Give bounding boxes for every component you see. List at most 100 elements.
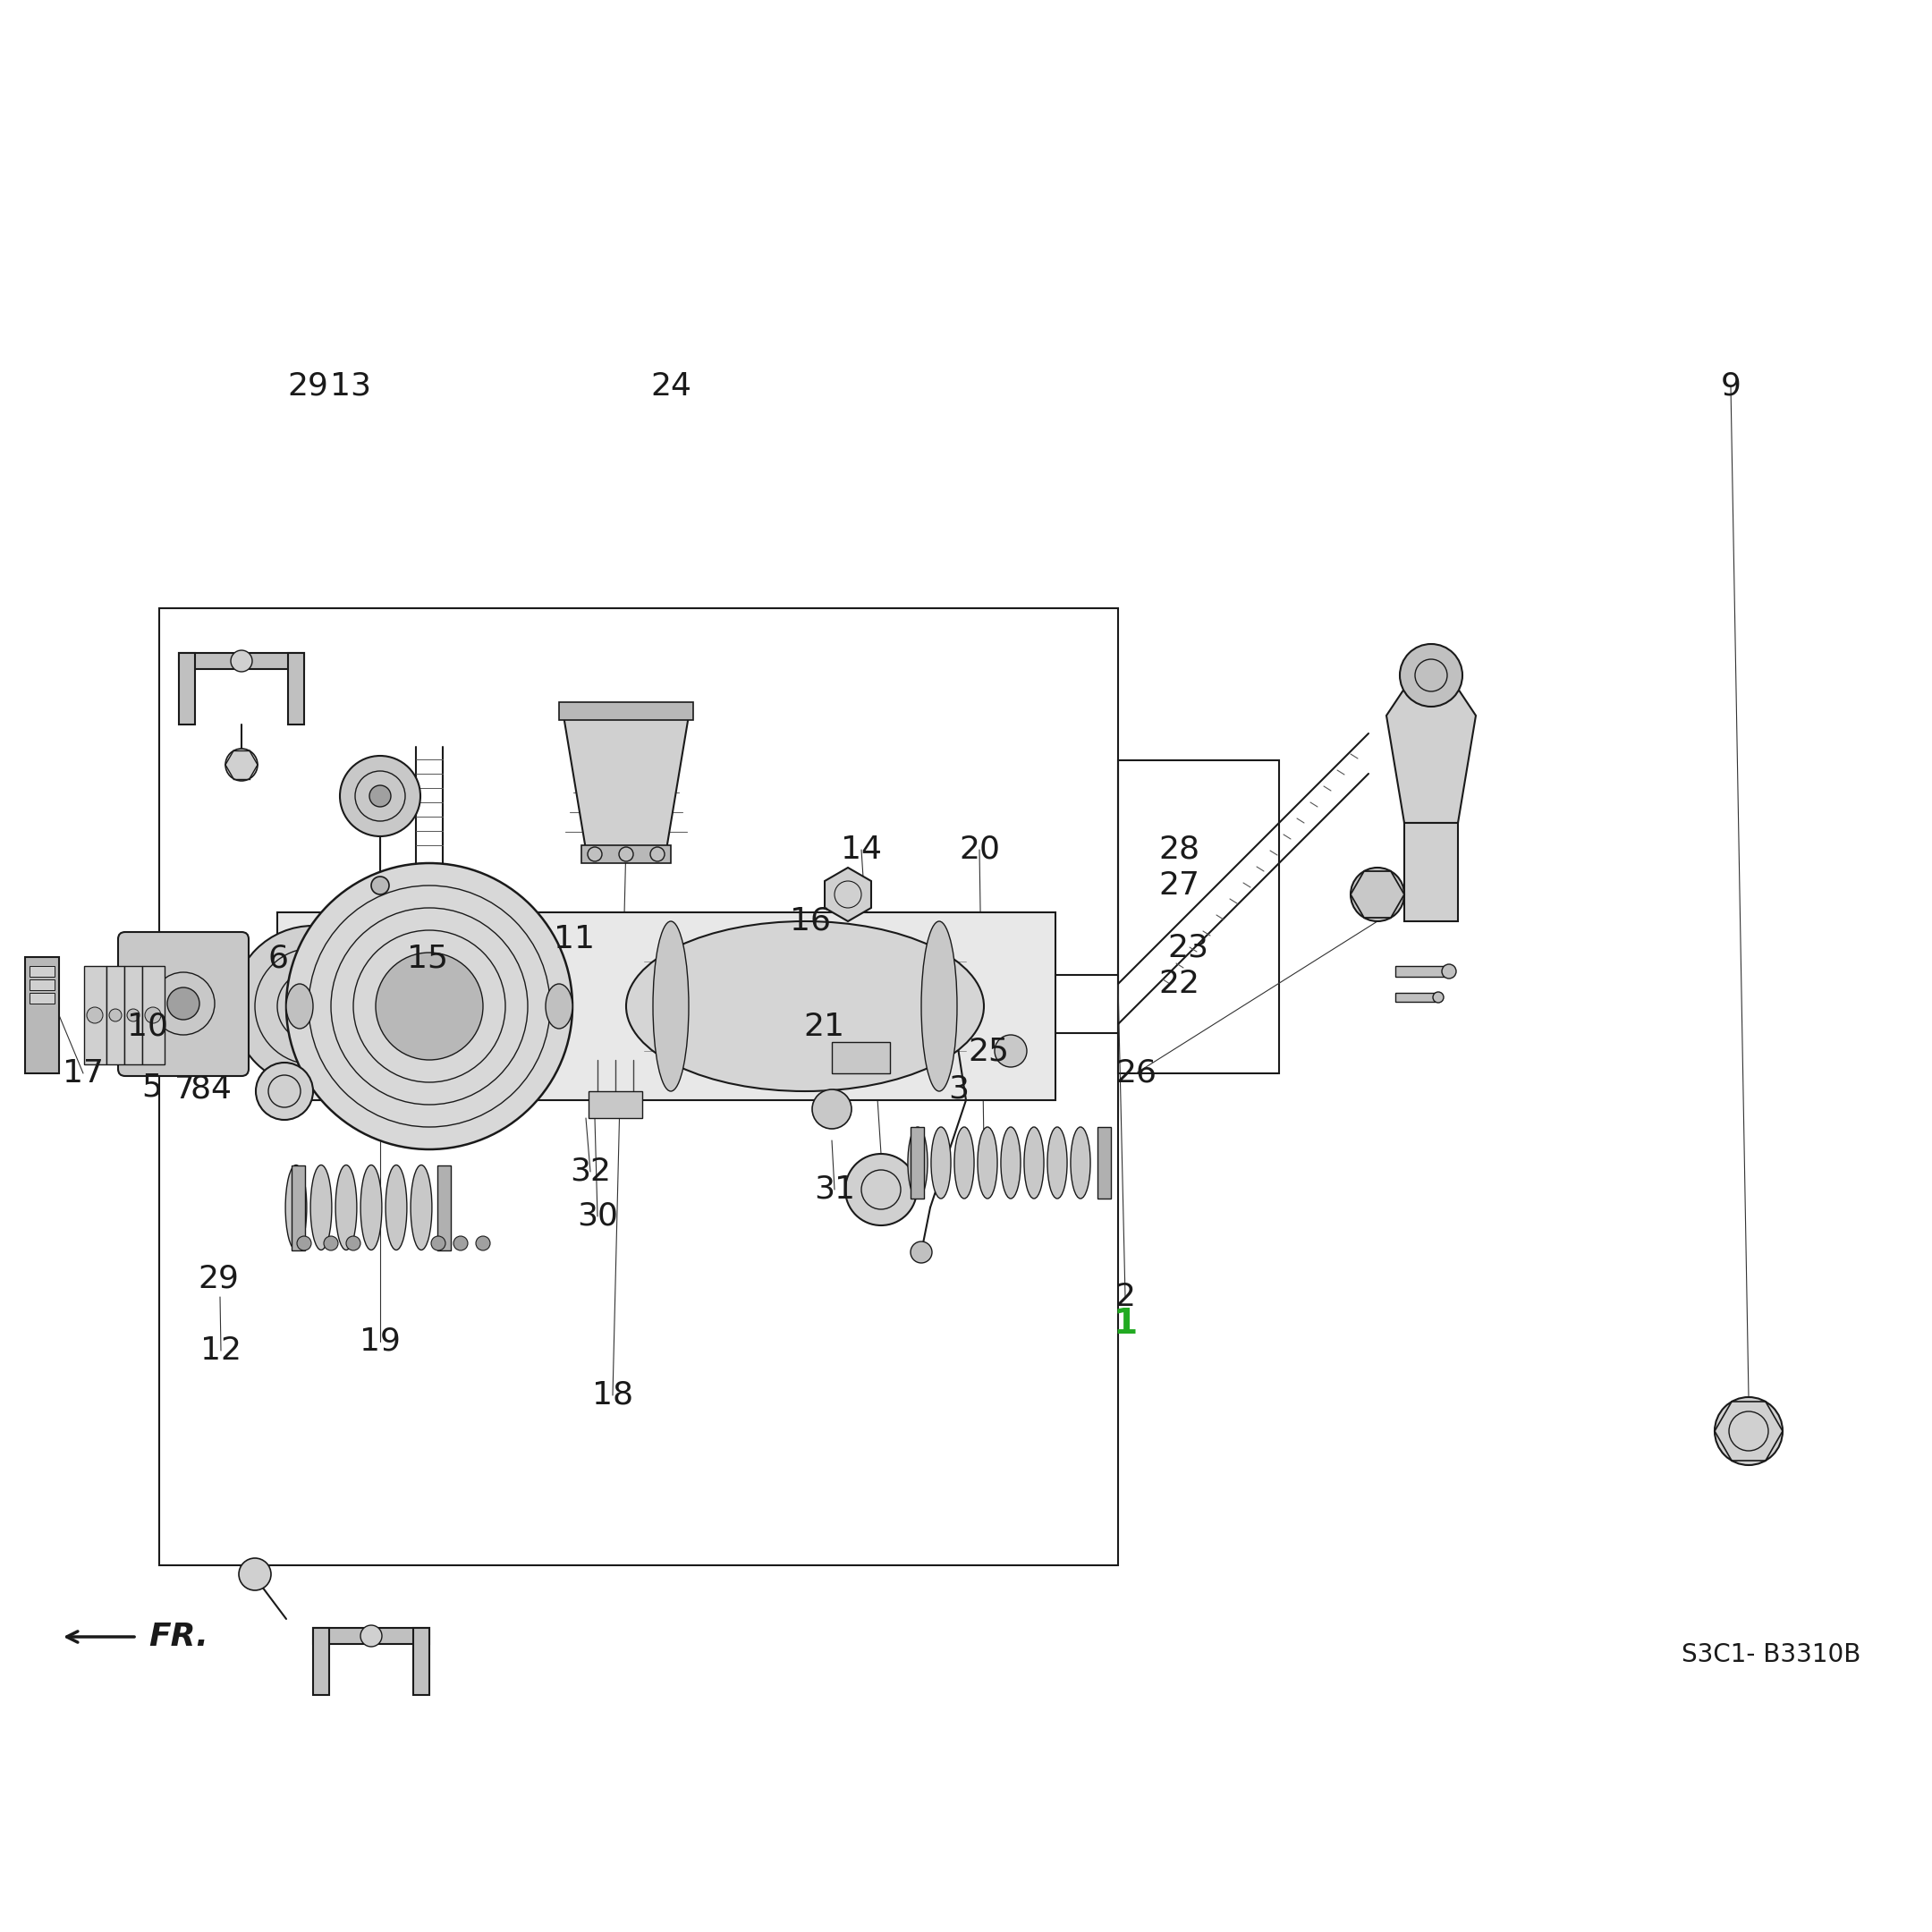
Ellipse shape: [1070, 1126, 1090, 1198]
Circle shape: [431, 1236, 446, 1250]
Text: 28: 28: [1159, 835, 1200, 866]
Bar: [180, 653, 303, 668]
Text: S3C1- B3310B: S3C1- B3310B: [1681, 1642, 1861, 1667]
Bar: [25, 956, 60, 1074]
Text: 1: 1: [1113, 1306, 1138, 1341]
Text: 5: 5: [141, 1072, 162, 1101]
Text: 30: 30: [578, 1202, 618, 1233]
Circle shape: [1350, 867, 1405, 922]
Text: 31: 31: [813, 1175, 856, 1206]
Circle shape: [1441, 964, 1457, 978]
Ellipse shape: [361, 1165, 383, 1250]
Text: 27: 27: [1159, 869, 1200, 900]
Circle shape: [910, 1242, 931, 1264]
Bar: [833, 1041, 891, 1074]
Bar: [29, 993, 54, 1003]
Bar: [143, 966, 164, 1065]
Text: 10: 10: [128, 1012, 168, 1041]
Circle shape: [240, 1557, 270, 1590]
Bar: [582, 846, 670, 864]
Circle shape: [1401, 643, 1463, 707]
Text: 17: 17: [62, 1059, 104, 1088]
Bar: [278, 912, 1055, 1099]
Circle shape: [128, 1009, 139, 1022]
Circle shape: [995, 1036, 1026, 1066]
Circle shape: [369, 784, 390, 808]
Circle shape: [145, 1007, 160, 1024]
Circle shape: [1716, 1397, 1783, 1464]
Text: 13: 13: [330, 371, 371, 402]
Text: 19: 19: [359, 1327, 400, 1356]
Circle shape: [298, 1236, 311, 1250]
Circle shape: [232, 925, 394, 1086]
Circle shape: [108, 1009, 122, 1022]
Text: 24: 24: [651, 371, 692, 402]
Text: 15: 15: [408, 943, 448, 974]
Text: 32: 32: [570, 1157, 611, 1186]
Bar: [313, 1629, 429, 1644]
Ellipse shape: [336, 1165, 357, 1250]
Circle shape: [1434, 991, 1443, 1003]
Bar: [106, 966, 124, 1065]
Bar: [1395, 966, 1445, 978]
Circle shape: [298, 989, 328, 1022]
Text: 2: 2: [1115, 1281, 1136, 1312]
Circle shape: [325, 1236, 338, 1250]
Polygon shape: [1387, 688, 1476, 823]
Ellipse shape: [1001, 1126, 1020, 1198]
Ellipse shape: [954, 1126, 974, 1198]
Polygon shape: [1350, 871, 1405, 918]
Bar: [313, 1629, 328, 1694]
Bar: [910, 1126, 923, 1198]
Circle shape: [618, 846, 634, 862]
Ellipse shape: [1024, 1126, 1043, 1198]
Circle shape: [361, 1625, 383, 1646]
Text: 18: 18: [591, 1379, 634, 1410]
Bar: [85, 966, 106, 1065]
Circle shape: [375, 952, 483, 1061]
Text: 8: 8: [189, 1074, 211, 1105]
Text: 14: 14: [840, 835, 881, 866]
Text: 20: 20: [958, 835, 1001, 866]
Text: 23: 23: [1167, 933, 1208, 964]
Ellipse shape: [931, 1126, 951, 1198]
Ellipse shape: [371, 877, 388, 895]
Bar: [124, 966, 143, 1065]
Text: 26: 26: [1115, 1059, 1157, 1088]
Ellipse shape: [978, 1126, 997, 1198]
Bar: [589, 1092, 641, 1119]
Ellipse shape: [922, 922, 956, 1092]
Polygon shape: [825, 867, 871, 922]
Text: 3: 3: [949, 1074, 970, 1105]
Circle shape: [87, 1007, 102, 1024]
Bar: [180, 653, 195, 724]
Bar: [29, 980, 54, 989]
Text: 6: 6: [269, 943, 288, 974]
Bar: [288, 653, 303, 724]
Circle shape: [346, 1236, 361, 1250]
Ellipse shape: [653, 922, 688, 1092]
Ellipse shape: [1047, 1126, 1066, 1198]
Ellipse shape: [286, 983, 313, 1028]
Circle shape: [255, 1063, 313, 1121]
Text: 29: 29: [288, 371, 328, 402]
Bar: [1395, 993, 1435, 1003]
Bar: [558, 701, 694, 721]
Bar: [292, 1165, 305, 1250]
FancyBboxPatch shape: [118, 931, 249, 1076]
Circle shape: [811, 1090, 852, 1128]
Bar: [437, 1165, 450, 1250]
Text: 11: 11: [554, 923, 595, 954]
Circle shape: [226, 748, 257, 781]
Text: 12: 12: [201, 1335, 242, 1366]
Circle shape: [651, 846, 665, 862]
Text: 25: 25: [968, 1036, 1009, 1066]
Circle shape: [587, 846, 603, 862]
Ellipse shape: [311, 1165, 332, 1250]
Text: FR.: FR.: [149, 1621, 209, 1652]
Bar: [29, 966, 54, 978]
Ellipse shape: [626, 922, 983, 1092]
Text: 22: 22: [1159, 968, 1200, 999]
Circle shape: [454, 1236, 468, 1250]
Ellipse shape: [545, 983, 572, 1028]
